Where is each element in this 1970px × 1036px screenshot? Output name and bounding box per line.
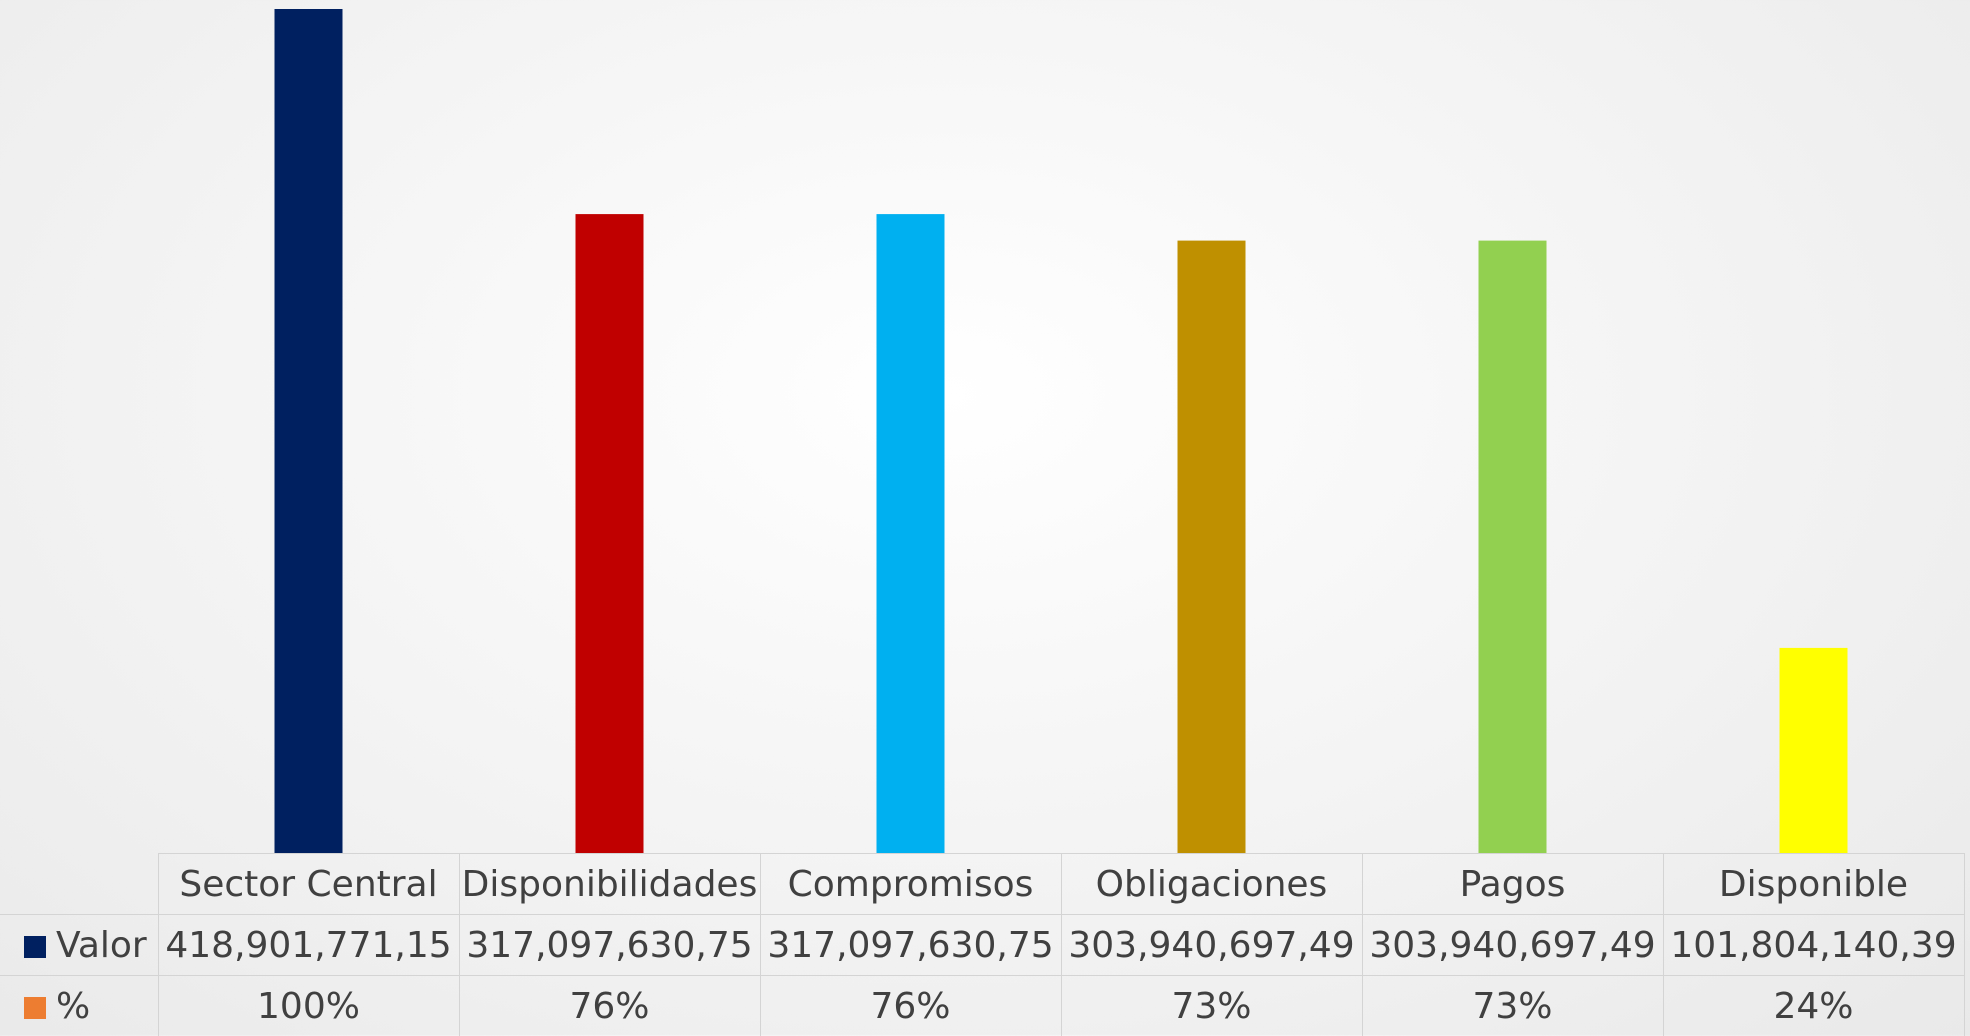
category-label-obligaciones: Obligaciones [1061,854,1362,915]
category-label-sector-central: Sector Central [158,854,459,915]
bar-disponibilidades [576,214,644,853]
data-label-valor-compromisos: 317,097,630,75 [760,915,1061,976]
legend-entry-percent: % [0,976,158,1036]
bar-compromisos [877,214,945,853]
data-label-percent-disponible: 24% [1663,976,1964,1036]
legend-swatch-valor [24,936,46,958]
category-label-pagos: Pagos [1362,854,1663,915]
table-corner [0,854,158,915]
data-label-percent-sector-central: 100% [158,976,459,1036]
bar-plot-area [0,0,1970,853]
data-label-valor-disponibilidades: 317,097,630,75 [459,915,760,976]
category-label-disponibilidades: Disponibilidades [459,854,760,915]
data-label-percent-disponibilidades: 76% [459,976,760,1036]
bar-obligaciones [1178,241,1246,853]
series-row-percent: %100%76%76%73%73%24% [0,976,1964,1036]
data-label-valor-pagos: 303,940,697,49 [1362,915,1663,976]
data-label-valor-obligaciones: 303,940,697,49 [1061,915,1362,976]
category-label-compromisos: Compromisos [760,854,1061,915]
data-label-percent-pagos: 73% [1362,976,1663,1036]
legend-entry-valor: Valor [0,915,158,976]
legend-label-percent: % [56,986,90,1027]
legend-label-valor: Valor [56,925,147,966]
bar-pagos [1479,241,1547,853]
data-label-valor-sector-central: 418,901,771,15 [158,915,459,976]
bar-disponible [1780,648,1848,853]
data-label-percent-compromisos: 76% [760,976,1061,1036]
data-label-valor-disponible: 101,804,140,39 [1663,915,1964,976]
data-label-percent-obligaciones: 73% [1061,976,1362,1036]
category-label-disponible: Disponible [1663,854,1964,915]
legend-swatch-percent [24,997,46,1019]
bar-sector-central [275,9,343,853]
